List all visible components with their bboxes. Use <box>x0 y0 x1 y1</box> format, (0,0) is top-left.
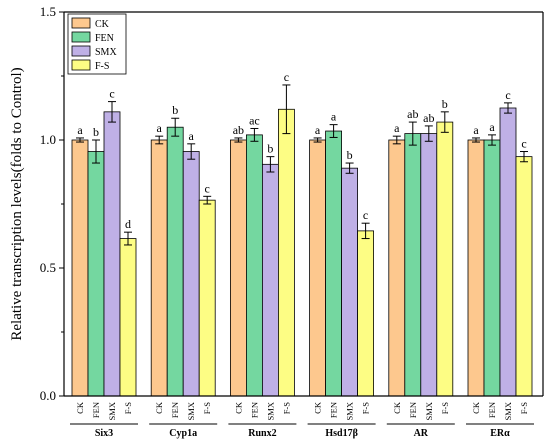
legend-swatch <box>71 59 91 71</box>
legend-label: SMX <box>95 47 117 58</box>
significance-label: c <box>205 181 210 195</box>
significance-label: a <box>315 123 321 137</box>
x-tick-label: F-S <box>361 402 371 415</box>
group-label: Hsd17β <box>325 428 358 439</box>
group-label: AR <box>414 428 429 439</box>
x-tick-label: FEN <box>487 402 497 418</box>
significance-label: a <box>473 123 479 137</box>
legend-swatch <box>71 31 91 43</box>
bar <box>388 139 406 397</box>
significance-label: b <box>93 125 99 139</box>
y-tick-label: 1.0 <box>40 132 56 147</box>
x-tick-label: F-S <box>202 402 212 415</box>
significance-label: b <box>442 97 448 111</box>
group-label: Cyp1a <box>169 428 197 439</box>
significance-label: a <box>77 123 83 137</box>
bar <box>150 139 168 397</box>
x-tick-label: FEN <box>329 402 339 418</box>
bar <box>436 121 454 397</box>
bar <box>71 139 89 397</box>
significance-label: c <box>505 88 510 102</box>
bar <box>245 134 263 397</box>
significance-label: c <box>109 87 114 101</box>
x-tick-label: F-S <box>440 402 450 415</box>
significance-label: ac <box>249 113 260 127</box>
significance-label: a <box>489 120 495 134</box>
bar <box>341 167 359 397</box>
y-tick-label: 0.0 <box>40 388 56 403</box>
x-tick-label: SMX <box>424 402 434 420</box>
legend: CK FEN SMX F-S <box>67 13 127 75</box>
bar <box>420 133 438 397</box>
significance-label: c <box>363 208 368 222</box>
legend-label: CK <box>95 19 110 30</box>
x-tick-label: FEN <box>91 402 101 418</box>
significance-label: b <box>267 142 273 156</box>
x-tick-label: CK <box>392 401 402 414</box>
x-tick-label: F-S <box>519 402 529 415</box>
significance-label: ab <box>423 111 434 125</box>
bar <box>467 139 485 397</box>
legend-swatch <box>71 45 91 57</box>
bar <box>103 111 121 397</box>
significance-label: a <box>331 110 337 124</box>
y-tick-label: 1.5 <box>40 4 56 19</box>
significance-label: b <box>347 148 353 162</box>
bar <box>357 230 375 397</box>
bar <box>182 151 200 397</box>
plot-area: a CK b FEN c SMX d F-S Six3 a CK b FEN a SMX c F-S Cyp1a a… <box>40 4 544 439</box>
group-label: Runx2 <box>248 428 276 439</box>
x-tick-label: FEN <box>170 402 180 418</box>
x-tick-label: CK <box>233 401 243 414</box>
significance-label: ab <box>407 107 418 121</box>
bar <box>325 130 343 397</box>
bar <box>483 139 501 397</box>
bar <box>166 126 184 397</box>
x-tick-label: SMX <box>265 402 275 420</box>
x-tick-label: CK <box>471 401 481 414</box>
legend-label: F-S <box>95 61 109 72</box>
bar <box>261 163 279 397</box>
x-tick-label: CK <box>154 401 164 414</box>
bar <box>309 139 327 397</box>
significance-label: ab <box>233 123 244 137</box>
x-tick-label: F-S <box>281 402 291 415</box>
bar <box>277 108 295 397</box>
x-tick-label: SMX <box>503 402 513 420</box>
bar <box>87 151 105 397</box>
y-axis-label: Relative transcription levels(folds to C… <box>9 67 25 340</box>
group-label: ERα <box>490 428 510 439</box>
x-tick-label: SMX <box>186 402 196 420</box>
bar <box>404 133 422 397</box>
x-tick-label: F-S <box>123 402 133 415</box>
legend-label: FEN <box>95 33 114 44</box>
x-tick-label: CK <box>313 401 323 414</box>
x-tick-label: FEN <box>249 402 259 418</box>
x-tick-label: SMX <box>345 402 355 420</box>
significance-label: c <box>284 70 289 84</box>
x-tick-label: SMX <box>107 402 117 420</box>
y-tick-label: 0.5 <box>40 260 56 275</box>
legend-swatch <box>71 17 91 29</box>
x-tick-label: CK <box>75 401 85 414</box>
bar <box>499 107 517 397</box>
significance-label: a <box>157 121 163 135</box>
bar <box>198 199 216 397</box>
significance-label: d <box>125 217 131 231</box>
bar <box>229 139 247 397</box>
x-tick-label: FEN <box>408 402 418 418</box>
significance-label: b <box>172 103 178 117</box>
bar <box>515 156 533 397</box>
significance-label: c <box>521 137 526 151</box>
significance-label: a <box>394 121 400 135</box>
bar <box>119 238 137 397</box>
significance-label: a <box>189 129 195 143</box>
group-label: Six3 <box>95 428 113 439</box>
